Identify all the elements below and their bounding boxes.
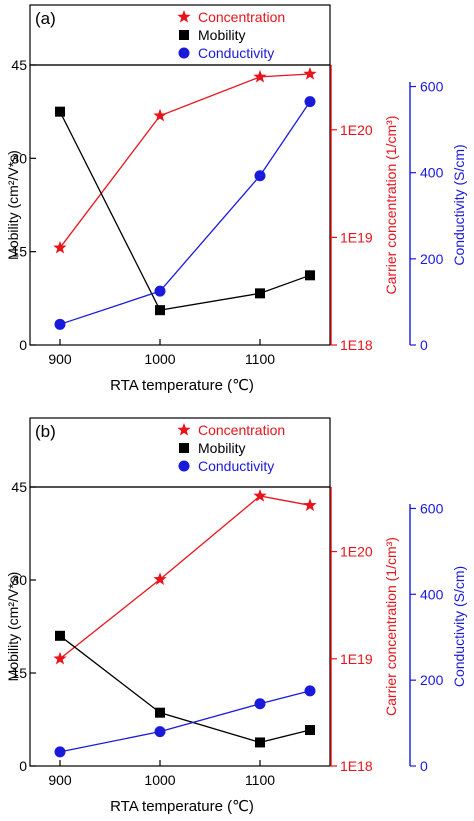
plot-frame [29, 64, 331, 346]
panel-a: (a) Concentration Mobility Conductivity 900 1… [5, 4, 467, 394]
right2-axis-label: Conductivity (S/cm) [451, 144, 467, 265]
right2-tick-label: 400 [420, 165, 444, 181]
series-line-mobility [59, 635, 311, 744]
left-tick-label: 45 [11, 479, 27, 495]
legend-marker-mobility [179, 443, 189, 453]
x-tick-label: 900 [48, 351, 72, 367]
right2-tick-label: 0 [420, 337, 428, 353]
right2-tick-label: 600 [420, 500, 444, 516]
point-conductivity-1150 [304, 685, 316, 697]
series-line-concentration [59, 495, 311, 660]
series-line-mobility [59, 111, 311, 311]
right2-tick-label: 200 [420, 672, 444, 688]
x-tick-label: 1000 [144, 772, 175, 788]
series-line-conductivity [59, 101, 311, 325]
series-line-conductivity [59, 690, 311, 753]
right1-tick-label: 1E20 [340, 544, 373, 560]
point-conductivity-1150 [304, 96, 316, 108]
point-concentration-900 [53, 240, 67, 254]
x-axis-label: RTA temperature (℃) [110, 798, 254, 815]
legend-label-mobility: Mobility [198, 440, 245, 456]
left-tick-label: 45 [11, 57, 27, 73]
right1-tick-label: 1E20 [340, 122, 373, 138]
point-mobility-900 [55, 630, 65, 641]
legend-marker-conductivity [178, 460, 190, 472]
right2-tick-label: 0 [420, 758, 428, 774]
point-conductivity-1000 [154, 285, 166, 297]
point-mobility-1100 [255, 737, 265, 748]
legend-marker-concentration [177, 10, 191, 23]
x-tick-label: 1100 [245, 351, 275, 367]
left-tick-label: 15 [11, 665, 27, 681]
legend-marker-conductivity [178, 47, 190, 59]
point-mobility-900 [55, 106, 65, 117]
left-tick-label: 0 [19, 337, 27, 353]
point-conductivity-900 [54, 318, 66, 330]
point-concentration-1150 [303, 498, 317, 511]
panel-label: (a) [35, 9, 56, 28]
legend-marker-mobility [179, 30, 189, 40]
panel-label: (b) [35, 422, 56, 441]
right2-tick-label: 200 [420, 251, 444, 267]
right1-tick-label: 1E18 [340, 758, 373, 774]
legend-marker-concentration [177, 423, 191, 436]
point-mobility-1150 [305, 725, 315, 736]
point-concentration-1100 [253, 69, 267, 83]
right1-axis-label: Carrier concentration (1/cm³) [383, 537, 399, 716]
left-axis-label: Mobility (cm²/V*s) [5, 150, 21, 260]
x-tick-label: 900 [48, 772, 72, 788]
legend-label-mobility: Mobility [198, 27, 245, 43]
point-mobility-1100 [255, 288, 265, 299]
left-axis-label: Mobility (cm²/V*s) [5, 572, 21, 682]
left-tick-label: 0 [19, 758, 27, 774]
point-conductivity-1100 [254, 170, 266, 182]
left-tick-label: 30 [11, 572, 27, 588]
legend-label-concentration: Concentration [198, 9, 285, 25]
point-mobility-1000 [155, 707, 165, 718]
point-mobility-1000 [155, 305, 165, 316]
point-concentration-1000 [153, 572, 167, 586]
x-axis-label: RTA temperature (℃) [110, 377, 254, 394]
point-concentration-1100 [253, 488, 267, 502]
point-conductivity-900 [54, 746, 66, 758]
right2-tick-label: 600 [420, 79, 444, 95]
point-concentration-1000 [153, 108, 167, 122]
point-mobility-1150 [305, 270, 315, 281]
right1-axis-label: Carrier concentration (1/cm³) [383, 116, 399, 295]
legend-label-conductivity: Conductivity [198, 458, 274, 474]
right2-axis-label: Conductivity (S/cm) [451, 566, 467, 687]
left-tick-label: 15 [11, 244, 27, 260]
panel-b: (b) Concentration Mobility Conductivity 900 1… [5, 417, 467, 815]
series-line-concentration [59, 73, 311, 249]
point-conductivity-1100 [254, 698, 266, 710]
x-tick-label: 1000 [144, 351, 175, 367]
plot-frame [29, 486, 331, 767]
legend-label-concentration: Concentration [198, 422, 285, 438]
point-concentration-1150 [303, 66, 317, 80]
left-tick-label: 30 [11, 150, 27, 166]
right1-tick-label: 1E19 [340, 651, 373, 667]
right1-tick-label: 1E19 [340, 229, 373, 245]
point-concentration-900 [53, 651, 67, 665]
x-tick-label: 1100 [245, 772, 275, 788]
legend-label-conductivity: Conductivity [198, 45, 274, 61]
right2-tick-label: 400 [420, 586, 444, 602]
point-conductivity-1000 [154, 726, 166, 738]
right1-tick-label: 1E18 [340, 337, 373, 353]
